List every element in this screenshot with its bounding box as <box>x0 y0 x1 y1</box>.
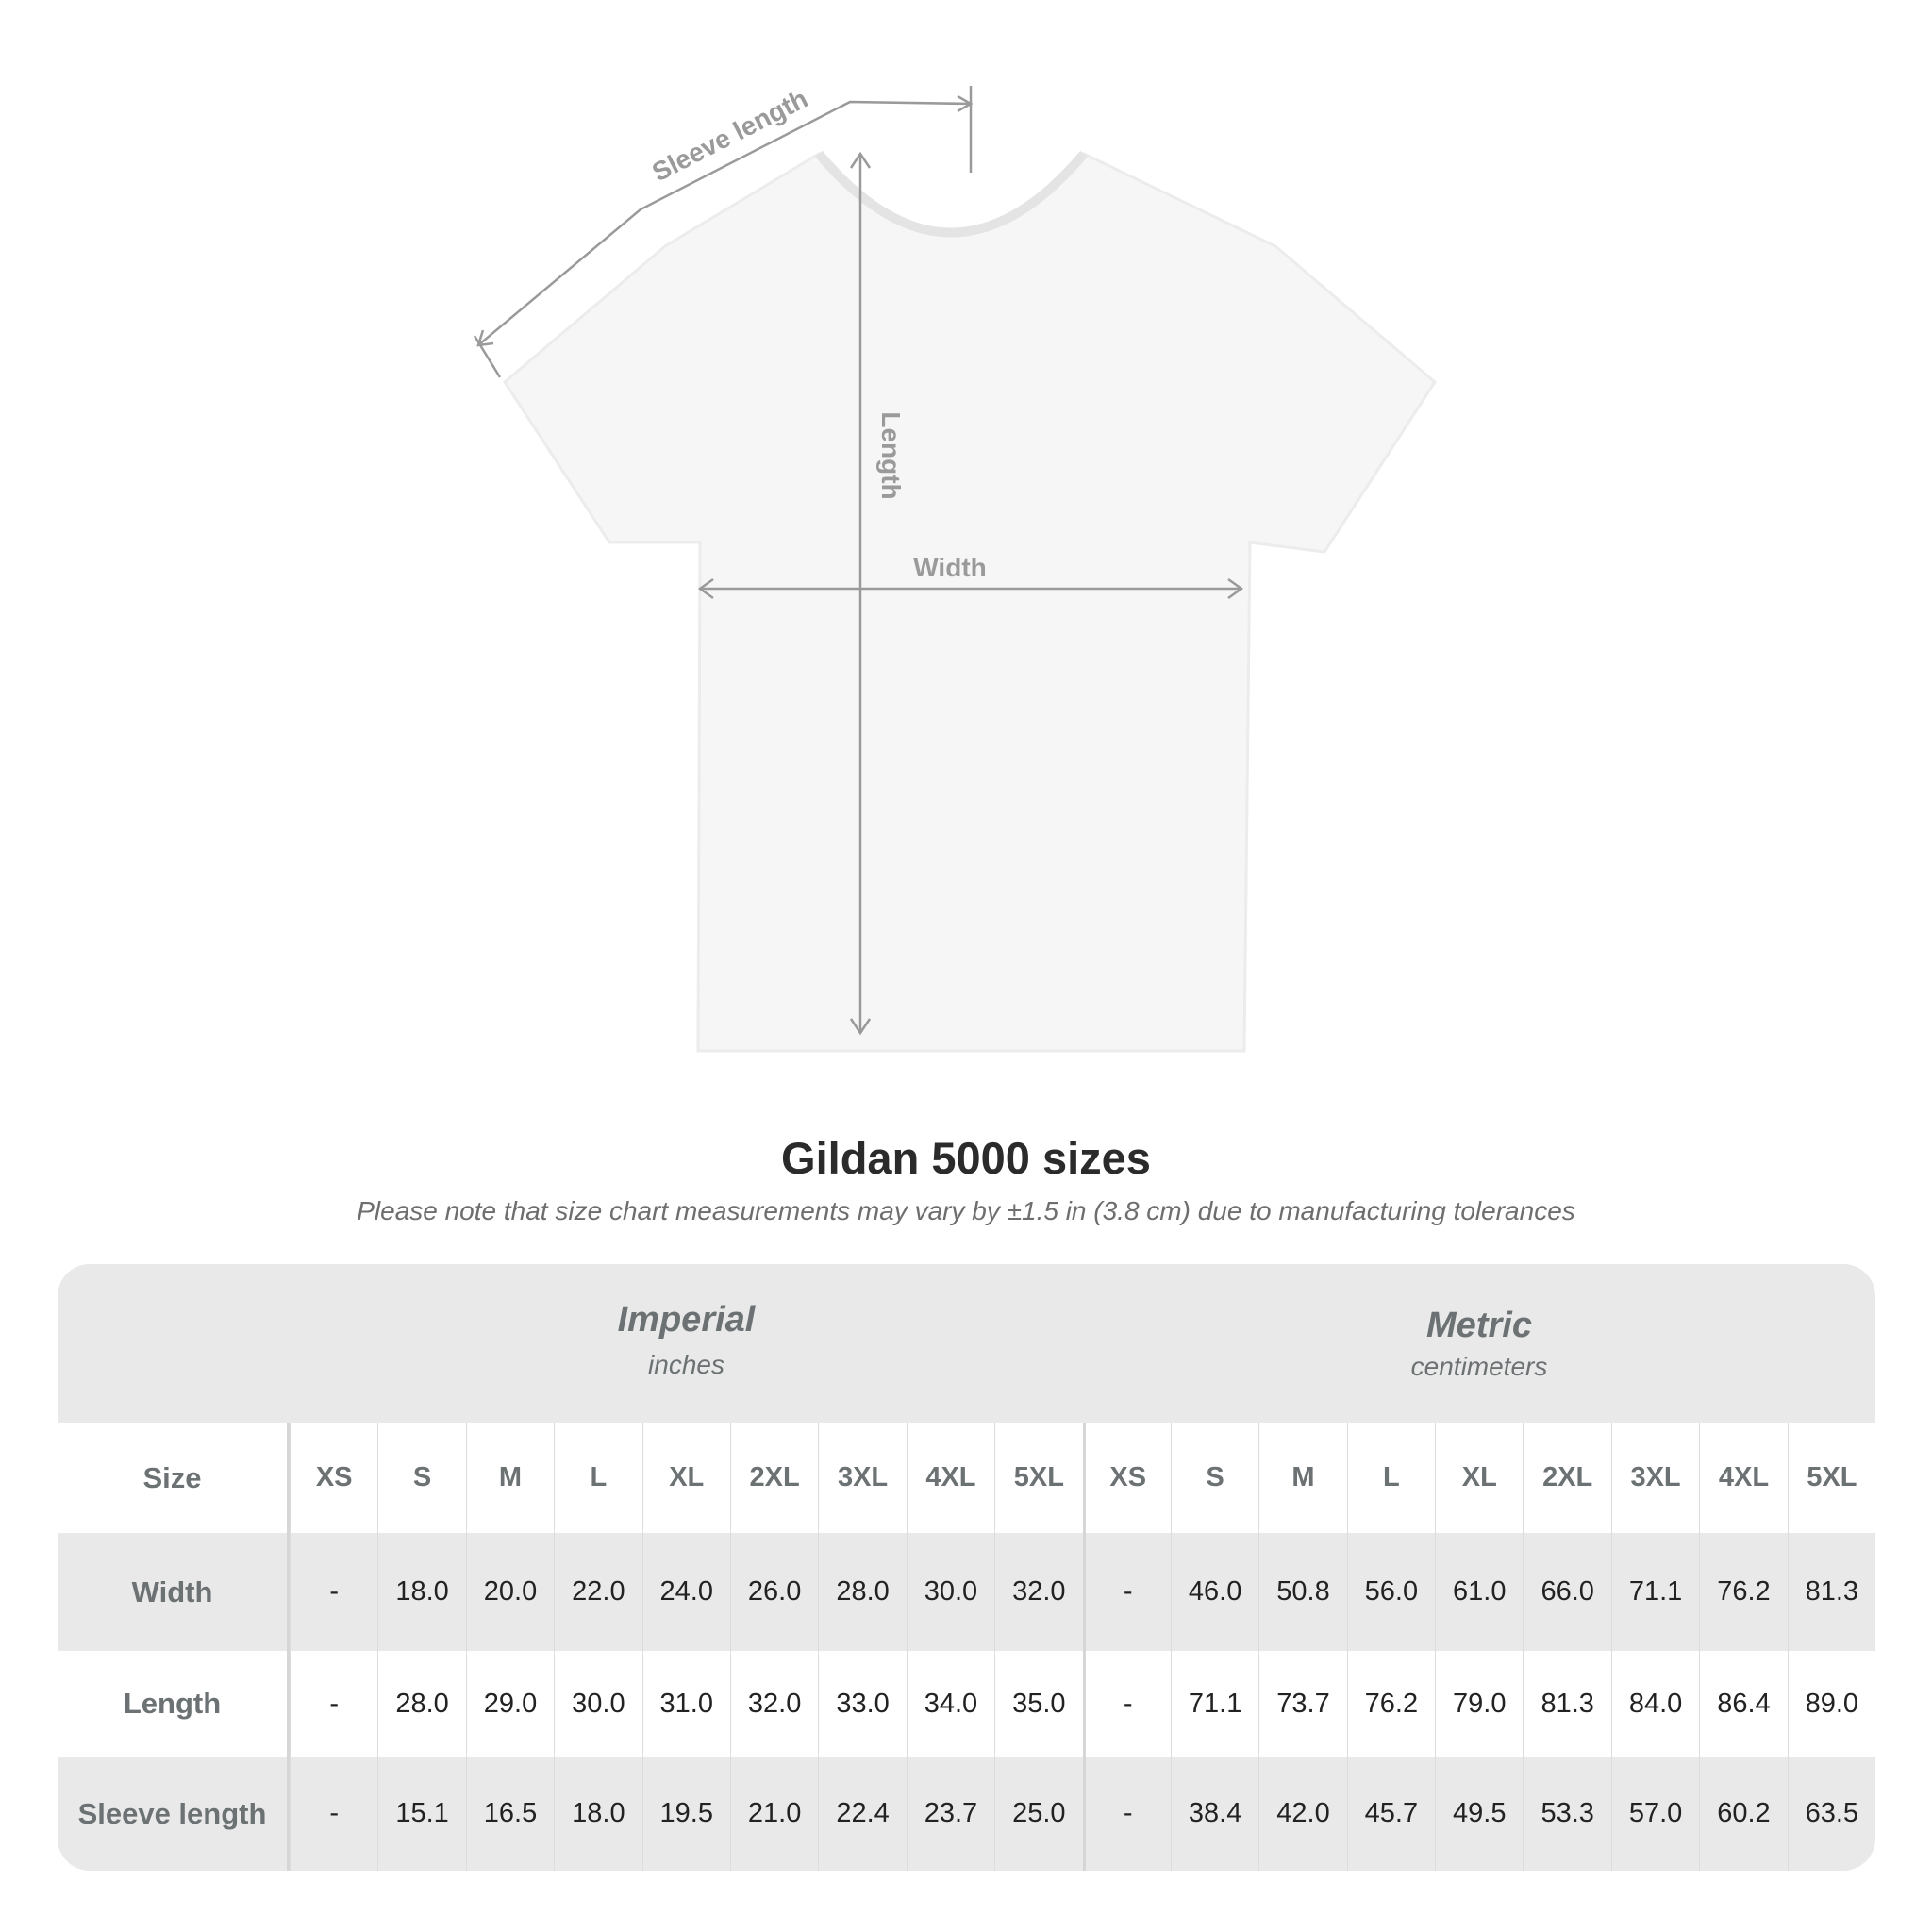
size-header: Size <box>58 1423 290 1533</box>
table-cell: 24.0 <box>641 1533 730 1651</box>
metric-unit: centimeters <box>1410 1352 1548 1381</box>
table-cell: 38.4 <box>1170 1757 1258 1871</box>
size-header-imperial-l: L <box>554 1423 641 1533</box>
table-cell: 56.0 <box>1346 1533 1435 1651</box>
size-header-metric-4xl: 4XL <box>1699 1423 1787 1533</box>
row-label: Width <box>58 1533 290 1651</box>
table-cell: 19.5 <box>641 1757 730 1871</box>
table-cell: 22.0 <box>554 1533 641 1651</box>
row-label: Length <box>58 1651 290 1757</box>
size-header-metric-l: L <box>1346 1423 1435 1533</box>
table-cell: 25.0 <box>994 1757 1082 1871</box>
table-cell: 50.8 <box>1258 1533 1346 1651</box>
page-title: Gildan 5000 sizes <box>781 1133 1151 1183</box>
tshirt-diagram: Sleeve length Length Width <box>473 84 1437 1053</box>
tolerance-note: Please note that size chart measurements… <box>357 1196 1575 1225</box>
table-cell: 33.0 <box>818 1651 906 1757</box>
metric-label: Metric <box>1426 1306 1532 1345</box>
table-cell: - <box>1082 1651 1171 1757</box>
table-cell: 79.0 <box>1435 1651 1523 1757</box>
table-cell: 28.0 <box>377 1651 465 1757</box>
size-header-metric-s: S <box>1170 1423 1258 1533</box>
table-cell: 76.2 <box>1346 1651 1435 1757</box>
imperial-unit: inches <box>648 1350 724 1379</box>
table-cell: 84.0 <box>1610 1651 1699 1757</box>
table-row: Length -28.0 29.0 30.0 31.0 32.0 33.0 34.0 35.0-… <box>58 1651 1875 1757</box>
table-cell: - <box>1082 1533 1171 1651</box>
size-header-imperial-3xl: 3XL <box>818 1423 906 1533</box>
table-cell: 34.0 <box>906 1651 994 1757</box>
size-header-metric-5xl: 5XL <box>1787 1423 1875 1533</box>
table-cell: - <box>1082 1757 1171 1871</box>
table-cell: 16.5 <box>465 1757 554 1871</box>
table-cell: 31.0 <box>641 1651 730 1757</box>
table-cell: 45.7 <box>1346 1757 1435 1871</box>
table-cell: 89.0 <box>1787 1651 1875 1757</box>
table-cell: 61.0 <box>1435 1533 1523 1651</box>
size-header-metric-3xl: 3XL <box>1610 1423 1699 1533</box>
table-cell: 30.0 <box>906 1533 994 1651</box>
row-label: Sleeve length <box>58 1757 290 1871</box>
size-header-metric-m: M <box>1258 1423 1346 1533</box>
metric-header: Metric centimeters <box>1083 1264 1875 1423</box>
size-row: Size XS S M L XL 2XL 3XL 4XL 5XL XS S M L XL 2XL 3XL 4XL… <box>58 1423 1875 1533</box>
table-cell: 57.0 <box>1610 1757 1699 1871</box>
size-header-metric-2xl: 2XL <box>1523 1423 1610 1533</box>
length-label: Length <box>876 411 906 499</box>
size-header-imperial-xl: XL <box>641 1423 730 1533</box>
table-cell: 60.2 <box>1699 1757 1787 1871</box>
table-cell: 81.3 <box>1523 1651 1610 1757</box>
size-header-metric-xl: XL <box>1435 1423 1523 1533</box>
table-cell: 22.4 <box>818 1757 906 1871</box>
table-cell: 76.2 <box>1699 1533 1787 1651</box>
size-header-imperial-s: S <box>377 1423 465 1533</box>
table-cell: 35.0 <box>994 1651 1082 1757</box>
table-cell: 21.0 <box>729 1757 818 1871</box>
sleeve-length-arrow <box>477 100 972 346</box>
table-cell: 32.0 <box>994 1533 1082 1651</box>
size-header-imperial-4xl: 4XL <box>906 1423 994 1533</box>
table-cell: 30.0 <box>554 1651 641 1757</box>
table-cell: 29.0 <box>465 1651 554 1757</box>
table-cell: 18.0 <box>554 1757 641 1871</box>
table-cell: 18.0 <box>377 1533 465 1651</box>
table-cell: - <box>290 1757 377 1871</box>
table-cell: - <box>290 1651 377 1757</box>
tshirt-image <box>503 152 1437 1053</box>
size-header-imperial-2xl: 2XL <box>729 1423 818 1533</box>
imperial-label: Imperial <box>617 1300 756 1340</box>
size-header-imperial-xs: XS <box>290 1423 377 1533</box>
table-cell: 23.7 <box>906 1757 994 1871</box>
table-cell: 32.0 <box>729 1651 818 1757</box>
imperial-header: Imperial inches <box>290 1264 1083 1423</box>
table-cell: 73.7 <box>1258 1651 1346 1757</box>
table-cell: 42.0 <box>1258 1757 1346 1871</box>
table-cell: 20.0 <box>465 1533 554 1651</box>
table-cell: 86.4 <box>1699 1651 1787 1757</box>
table-cell: 46.0 <box>1170 1533 1258 1651</box>
size-header-metric-xs: XS <box>1082 1423 1171 1533</box>
size-header-imperial-5xl: 5XL <box>994 1423 1082 1533</box>
table-cell: 63.5 <box>1787 1757 1875 1871</box>
table-cell: 81.3 <box>1787 1533 1875 1651</box>
table-cell: 53.3 <box>1523 1757 1610 1871</box>
width-label: Width <box>913 553 987 582</box>
table-cell: - <box>290 1533 377 1651</box>
table-row: Width -18.0 20.0 22.0 24.0 26.0 28.0 30.0 32.0-4… <box>58 1533 1875 1651</box>
table-cell: 26.0 <box>729 1533 818 1651</box>
table-row: Sleeve length -15.1 16.5 18.0 19.5 21.0 22.4 23… <box>58 1757 1875 1871</box>
table-cell: 49.5 <box>1435 1757 1523 1871</box>
table-cell: 15.1 <box>377 1757 465 1871</box>
size-header-imperial-m: M <box>465 1423 554 1533</box>
size-table: Imperial inches Metric centimeters Size … <box>58 1264 1875 1871</box>
table-cell: 66.0 <box>1523 1533 1610 1651</box>
table-cell: 71.1 <box>1610 1533 1699 1651</box>
table-cell: 28.0 <box>818 1533 906 1651</box>
table-cell: 71.1 <box>1170 1651 1258 1757</box>
